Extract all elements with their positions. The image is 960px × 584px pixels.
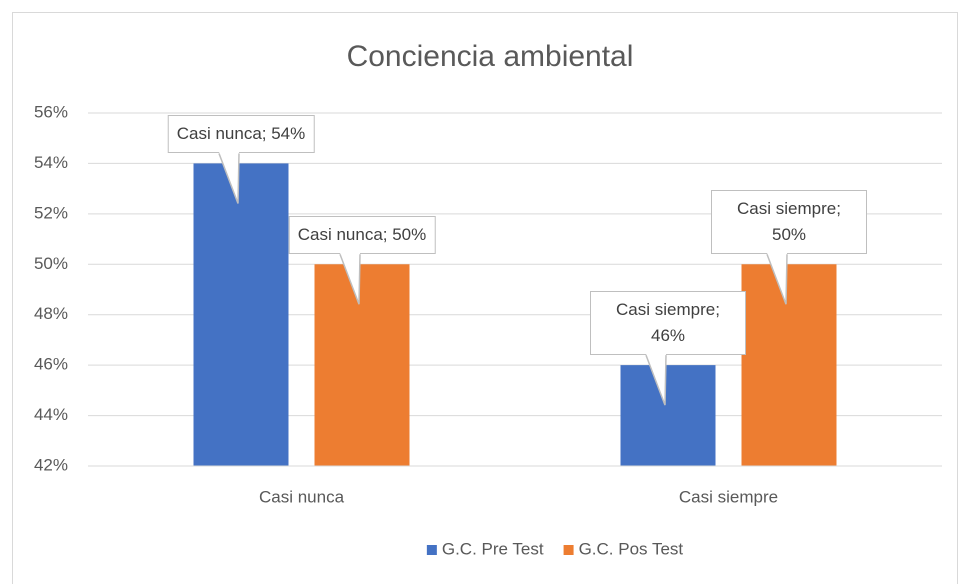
y-tick-label: 52%: [34, 203, 68, 222]
chart-title: Conciencia ambiental: [347, 40, 634, 73]
x-tick-label: Casi siempre: [679, 487, 778, 506]
data-label: Casi siempre; 50%: [711, 190, 867, 255]
y-tick-label: 56%: [34, 102, 68, 121]
data-label: Casi nunca; 54%: [167, 115, 315, 154]
data-label: Casi siempre; 46%: [590, 291, 746, 356]
bar: [741, 264, 837, 466]
legend-swatch: [426, 545, 437, 555]
y-tick-label: 50%: [34, 254, 68, 273]
bar: [314, 264, 410, 466]
legend-label: G.C. Pos Test: [579, 539, 684, 558]
legend-swatch: [563, 545, 574, 555]
y-tick-label: 44%: [34, 405, 68, 424]
legend-label: G.C. Pre Test: [442, 539, 544, 558]
data-label: Casi nunca; 50%: [288, 216, 436, 255]
y-tick-label: 54%: [34, 153, 68, 172]
bar: [620, 365, 716, 466]
y-tick-label: 46%: [34, 355, 68, 374]
bar: [193, 163, 289, 466]
x-tick-label: Casi nunca: [259, 487, 345, 506]
y-tick-label: 42%: [34, 455, 68, 474]
y-tick-label: 48%: [34, 304, 68, 323]
